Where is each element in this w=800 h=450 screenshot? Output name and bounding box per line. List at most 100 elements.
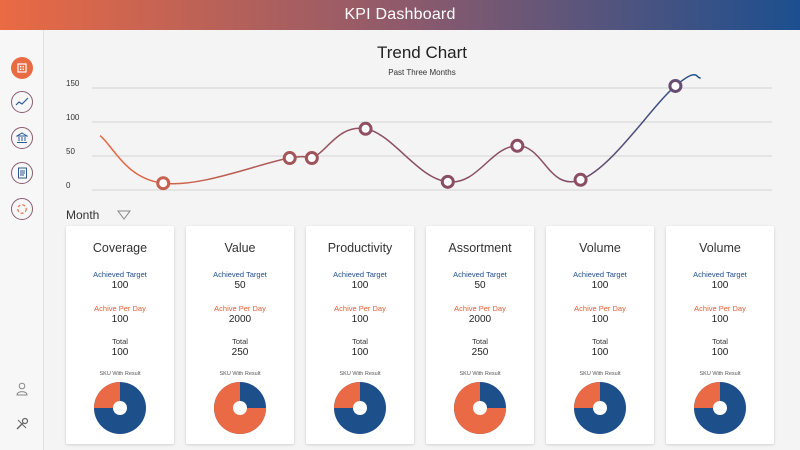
achieved-target-value: 100 (711, 280, 729, 291)
data-point-marker[interactable] (282, 151, 297, 166)
sku-label: SKU With Result (699, 371, 741, 377)
card-title: Value (224, 241, 256, 255)
trend-icon[interactable] (11, 91, 33, 113)
donut-hole (713, 401, 727, 415)
data-point-marker[interactable] (304, 151, 319, 166)
achieved-target-value: 100 (111, 280, 129, 291)
total-label: Total (232, 337, 248, 346)
kpi-card[interactable]: Productivity Achieved Target 100 Achive Per… (306, 226, 414, 444)
per-day-label: Achive Per Day (574, 304, 626, 313)
main-content: Trend Chart Past Three Months 150 100 50 0 … (44, 30, 800, 450)
data-point-marker[interactable] (573, 172, 588, 187)
total-value: 100 (111, 347, 129, 358)
per-day-label: Achive Per Day (214, 304, 266, 313)
data-point-marker[interactable] (358, 121, 373, 136)
y-tick-label: 150 (66, 79, 80, 88)
kpi-card[interactable]: Volume Achieved Target 100 Achive Per Day 10… (546, 226, 654, 444)
kpi-card[interactable]: Assortment Achieved Target 50 Achive Per Da… (426, 226, 534, 444)
header-bar: KPI Dashboard (0, 0, 800, 30)
month-filter-label: Month (66, 208, 100, 222)
y-axis-ticks: 150 100 50 0 (66, 79, 80, 190)
sku-label: SKU With Result (339, 371, 381, 377)
per-day-label: Achive Per Day (454, 304, 506, 313)
donut-chart (214, 382, 266, 434)
chart-grid (92, 87, 772, 191)
donut-chart (334, 382, 386, 434)
kpi-card[interactable]: Volume Achieved Target 100 Achive Per Day 10… (666, 226, 774, 444)
achieved-target-label: Achieved Target (213, 270, 267, 279)
total-value: 100 (591, 347, 609, 358)
donut-chart (454, 382, 506, 434)
donut-hole (593, 401, 607, 415)
achieved-target-value: 50 (234, 280, 246, 291)
per-day-value: 100 (351, 314, 369, 325)
home-icon[interactable] (11, 57, 33, 79)
report-icon[interactable] (11, 162, 33, 184)
sku-label: SKU With Result (459, 371, 501, 377)
total-value: 250 (471, 347, 489, 358)
chart-title: Trend Chart (376, 43, 468, 62)
data-point-marker[interactable] (510, 138, 525, 153)
achieved-target-label: Achieved Target (93, 270, 147, 279)
achieved-target-label: Achieved Target (333, 270, 387, 279)
per-day-label: Achive Per Day (334, 304, 386, 313)
chart-subtitle: Past Three Months (388, 68, 456, 77)
sidebar (0, 30, 44, 450)
month-filter[interactable]: Month (66, 208, 132, 222)
kpi-card[interactable]: Coverage Achieved Target 100 Achive Per Day… (66, 226, 174, 444)
donut-slice-orange (94, 382, 120, 408)
card-title: Assortment (448, 241, 512, 255)
donut-chart (94, 382, 146, 434)
per-day-value: 100 (711, 314, 729, 325)
settings-icon[interactable] (11, 413, 33, 435)
trend-line (99, 74, 701, 185)
y-tick-label: 50 (66, 147, 75, 156)
donut-slice-orange (574, 382, 600, 408)
achieved-target-label: Achieved Target (573, 270, 627, 279)
sku-label: SKU With Result (99, 371, 141, 377)
achieved-target-label: Achieved Target (693, 270, 747, 279)
donut-slice-orange (334, 382, 360, 408)
sku-label: SKU With Result (219, 371, 261, 377)
donut-hole (113, 401, 127, 415)
card-title: Coverage (92, 241, 148, 255)
data-point-marker[interactable] (156, 176, 171, 191)
per-day-value: 100 (591, 314, 609, 325)
per-day-label: Achive Per Day (694, 304, 746, 313)
total-value: 250 (231, 347, 249, 358)
donut-slice-orange (694, 382, 720, 408)
donut-hole (233, 401, 247, 415)
trend-chart: 150 100 50 0 (66, 74, 772, 191)
per-day-value: 100 (111, 314, 129, 325)
data-point-marker[interactable] (440, 174, 455, 189)
y-tick-label: 0 (66, 181, 71, 190)
total-value: 100 (351, 347, 369, 358)
kpi-card[interactable]: Value Achieved Target 50 Achive Per Day 2000… (186, 226, 294, 444)
card-title: Volume (699, 241, 741, 255)
total-label: Total (712, 337, 728, 346)
sku-label: SKU With Result (579, 371, 621, 377)
achieved-target-value: 100 (351, 280, 369, 291)
user-icon[interactable] (11, 378, 33, 400)
app-title: KPI Dashboard (344, 6, 456, 23)
donut-chart (574, 382, 626, 434)
card-title: Productivity (327, 241, 393, 255)
total-value: 100 (711, 347, 729, 358)
donut-chart (694, 382, 746, 434)
achieved-target-label: Achieved Target (453, 270, 507, 279)
achieved-target-value: 50 (474, 280, 486, 291)
data-point-marker[interactable] (668, 78, 683, 93)
circle-chart-icon[interactable] (11, 198, 33, 220)
donut-hole (353, 401, 367, 415)
bank-icon[interactable] (11, 127, 33, 149)
chevron-down-icon[interactable] (117, 210, 132, 220)
per-day-value: 2000 (468, 314, 492, 325)
y-tick-label: 100 (66, 113, 80, 122)
total-label: Total (112, 337, 128, 346)
per-day-label: Achive Per Day (94, 304, 146, 313)
chart-markers (156, 78, 683, 191)
per-day-value: 2000 (228, 314, 252, 325)
card-title: Volume (579, 241, 621, 255)
total-label: Total (592, 337, 608, 346)
achieved-target-value: 100 (591, 280, 609, 291)
